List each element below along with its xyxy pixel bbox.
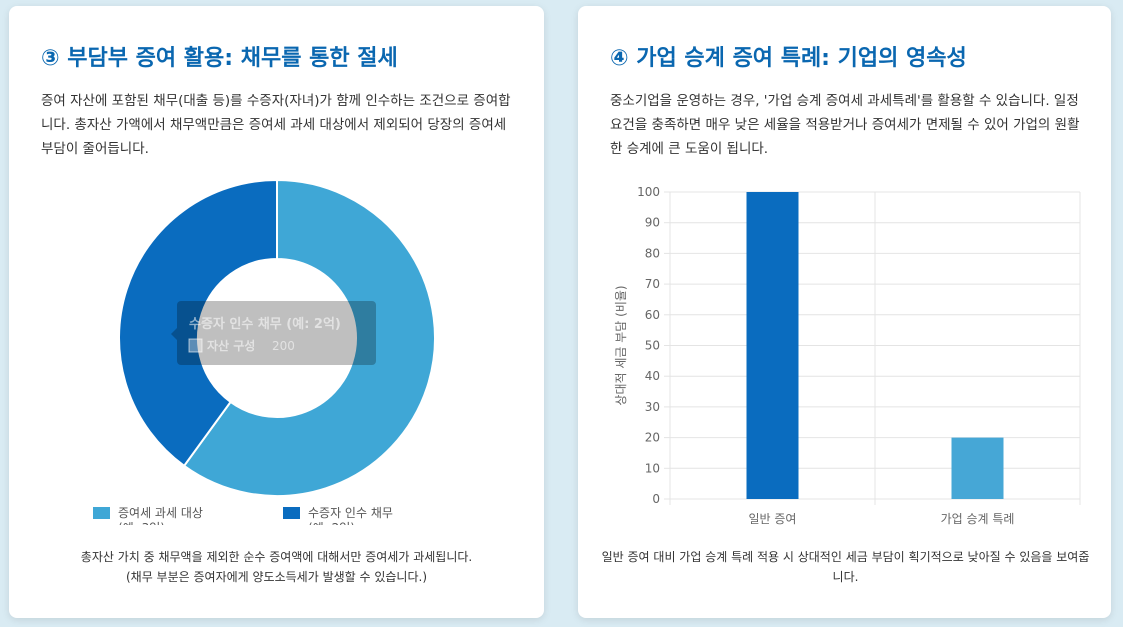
gift-with-debt-card: ③ 부담부 증여 활용: 채무를 통한 절세 증여 자산에 포함된 채무(대출 … (9, 6, 544, 618)
y-tick-label: 10 (645, 461, 660, 475)
x-tick-label: 가업 승계 특례 (941, 512, 1015, 526)
family-business-succession-card: ④ 가업 승계 증여 특례: 기업의 영속성 중소기업을 운영하는 경우, '가… (578, 6, 1111, 618)
y-tick-label: 100 (637, 185, 660, 199)
doughnut-chart[interactable]: 수증자 인수 채무 (예: 2억) 자산 구성 200 증여세 과세 대상 (예… (9, 6, 544, 618)
tooltip-title: 수증자 인수 채무 (예: 2억) (189, 316, 341, 332)
y-tick-label: 60 (645, 308, 660, 322)
left-card-title: ③ 부담부 증여 활용: 채무를 통한 절세 (41, 46, 398, 71)
left-footnote-line1: 총자산 가치 중 채무액을 제외한 순수 증여액에 대해서만 증여세가 과세됩니… (80, 550, 473, 564)
legend-swatch-debt[interactable] (283, 507, 300, 519)
doughnut-slice-1[interactable] (118, 178, 278, 468)
left-footnote-line2: (채무 부분은 증여자에게 양도소득세가 발생할 수 있습니다.) (125, 570, 428, 584)
doughnut-slice-0[interactable] (182, 178, 436, 497)
legend-label-taxable[interactable]: 증여세 과세 대상 (118, 506, 203, 520)
left-card-footnote: 총자산 가치 중 채무액을 제외한 순수 증여액에 대해서만 증여세가 과세됩니… (29, 547, 524, 587)
y-tick-label: 30 (645, 400, 660, 414)
legend-swatch-taxable[interactable] (93, 507, 110, 519)
left-card-description: 증여 자산에 포함된 채무(대출 등)를 수증자(자녀)가 함께 인수하는 조건… (41, 93, 511, 157)
legend-clip (69, 525, 489, 537)
y-tick-label: 40 (645, 369, 660, 383)
right-card-title: ④ 가업 승계 증여 특례: 기업의 영속성 (610, 46, 967, 71)
y-tick-label: 70 (645, 277, 660, 291)
bar-1[interactable] (951, 437, 1004, 499)
tooltip-swatch (188, 338, 203, 353)
tooltip-label: 자산 구성 (207, 338, 255, 353)
y-tick-label: 80 (645, 246, 660, 260)
y-axis-title: 상대적 세금 부담 (비율) (614, 285, 628, 405)
y-tick-label: 0 (652, 492, 660, 506)
y-tick-label: 90 (645, 216, 660, 230)
x-tick-label: 일반 증여 (749, 512, 797, 526)
bar-chart[interactable]: 0 10 20 30 40 50 60 70 80 90 100 일반 증여 가업 승계 특례 상대적 … (578, 6, 1111, 618)
right-card-footnote: 일반 증여 대비 가업 승계 특례 적용 시 상대적인 세금 부담이 획기적으로… (601, 550, 1090, 584)
bar-0[interactable] (746, 192, 799, 499)
right-card-description: 중소기업을 운영하는 경우, '가업 승계 증여세 과세특례'를 활용할 수 있… (610, 93, 1080, 157)
legend-label-debt[interactable]: 수증자 인수 채무 (308, 506, 393, 520)
y-tick-label: 50 (645, 339, 660, 353)
y-tick-label: 20 (645, 431, 660, 445)
chart-tooltip: 수증자 인수 채무 (예: 2억) 자산 구성 200 (171, 301, 376, 365)
tooltip-value: 200 (272, 339, 295, 353)
